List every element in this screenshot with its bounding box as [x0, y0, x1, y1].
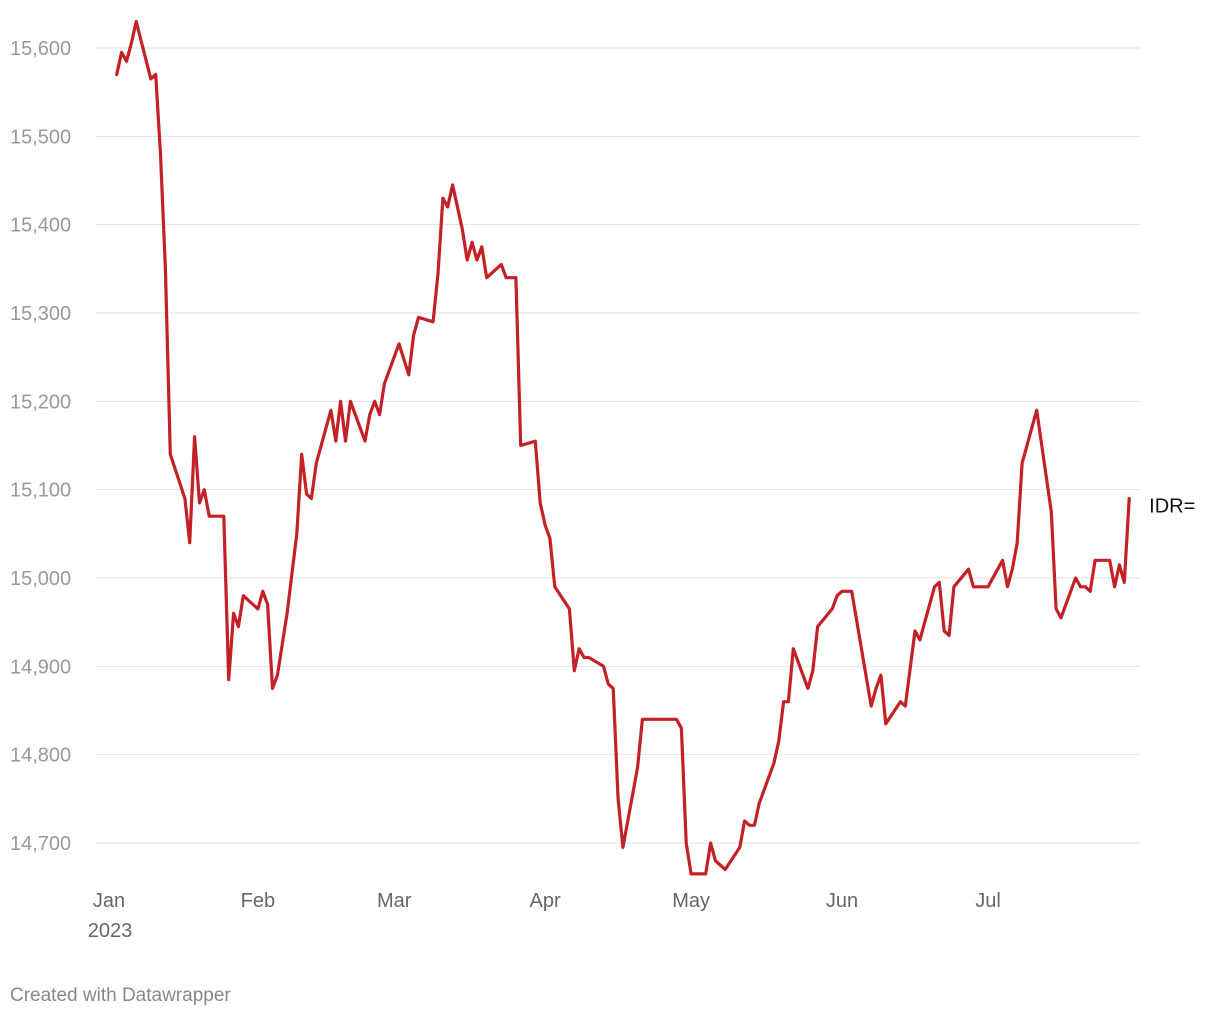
x-tick-label: Jun [826, 890, 858, 912]
x-tick-sublabel: 2023 [88, 920, 133, 942]
x-tick-label: Apr [530, 890, 561, 912]
x-axis-ticks: Jan 2023 Feb Mar Apr May Jun Jul [88, 890, 1001, 942]
y-tick-label: 15,200 [10, 391, 71, 413]
x-tick-label: May [672, 890, 710, 912]
x-tick-label: Feb [241, 890, 275, 912]
y-tick-label: 14,800 [10, 745, 71, 767]
y-tick-label: 15,100 [10, 480, 71, 502]
x-tick-label: Mar [377, 890, 412, 912]
series-line-idr [115, 19, 1131, 876]
y-tick-label: 15,400 [10, 215, 71, 237]
series-layer: IDR= [115, 19, 1195, 876]
y-tick-label: 14,900 [10, 656, 71, 678]
x-tick-label: Jan [93, 890, 125, 912]
y-tick-label: 15,500 [10, 126, 71, 148]
y-tick-label: 15,600 [10, 38, 71, 60]
y-tick-label: 15,000 [10, 568, 71, 590]
datawrapper-credit[interactable]: Created with Datawrapper [10, 985, 231, 1006]
y-tick-label: 15,300 [10, 303, 71, 325]
gridlines [95, 47, 1140, 844]
y-tick-label: 14,700 [10, 833, 71, 855]
y-axis-ticks: 15,600 15,500 15,400 15,300 15,200 15,100 15,0… [10, 38, 71, 855]
x-tick-label: Jul [975, 890, 1001, 912]
series-end-label: IDR= [1149, 496, 1195, 518]
